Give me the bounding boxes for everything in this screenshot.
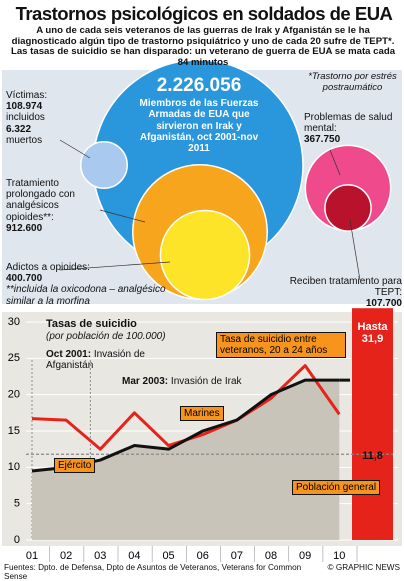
opioid-value: 912.600 [6, 222, 43, 234]
y-tick-label: 15 [8, 425, 20, 437]
x-tick-label: 02 [60, 550, 72, 562]
x-tick-label: 06 [197, 550, 209, 562]
annotation: Oct 2001: Invasión de Afganistán [46, 349, 146, 371]
legend-label: Marines [180, 406, 224, 421]
footnote: **incluida la oxicodona – analgésico sim… [6, 284, 166, 307]
x-tick-label: 09 [299, 550, 311, 562]
victims-label: Víctimas: [6, 90, 48, 101]
ptsd-value: 107.700 [365, 298, 402, 310]
mental-block: Problemas de salud mental: 367.750 [304, 112, 400, 146]
x-tick-label: 05 [162, 550, 174, 562]
veterans-value: Hasta 31,9 [352, 321, 393, 346]
deaths-suffix: muertos [6, 134, 43, 146]
victims-value: 108.974 [6, 101, 43, 113]
reference-value: 11,8 [362, 450, 383, 462]
x-tick-label: 08 [265, 550, 277, 562]
x-tick-label: 03 [94, 550, 106, 562]
x-tick-label: 07 [231, 550, 243, 562]
deaths-value: 6.322 [6, 123, 32, 135]
opioid-label: Tratamiento prolongado con analgésicos o… [6, 178, 75, 223]
bubbles [80, 59, 392, 301]
bubble [159, 209, 251, 301]
x-tick-label: 01 [26, 550, 38, 562]
veterans-bar [352, 308, 393, 540]
annotation-text: Invasión de Irak [170, 376, 242, 387]
x-tick-label: 10 [333, 550, 345, 562]
bubble [324, 184, 372, 232]
y-tick-label: 20 [8, 389, 20, 401]
total-value: 2.226.056 [156, 75, 242, 96]
y-tick-label: 5 [14, 498, 20, 510]
chart-title: Tasas de suicidio [46, 318, 137, 330]
opioid-block: Tratamiento prolongado con analgésicos o… [6, 178, 102, 234]
y-tick-label: 30 [8, 316, 20, 328]
leader-line [59, 139, 91, 159]
bubble [80, 141, 128, 189]
veterans-value-label: 31,9 [361, 333, 384, 346]
y-tick-label: 0 [14, 534, 20, 546]
addict-value: 400.700 [6, 273, 43, 285]
legend-label: Ejército [54, 458, 96, 473]
mental-value: 367.750 [304, 134, 341, 146]
legend-label: Población general [292, 480, 381, 495]
annotation-text: Invasión de Afganistán [46, 349, 145, 372]
total-block: 2.226.056 Miembros de las Fuerzas Armada… [128, 75, 270, 154]
chart-subtitle: (por población de 100.000) [46, 331, 166, 342]
ptsd-label: Reciben tratamiento para TEPT: [289, 276, 402, 299]
leader-line [99, 209, 146, 223]
annotation-date: Oct 2001: [46, 349, 92, 360]
title: Trastornos psicológicos en soldados de E… [15, 3, 393, 24]
leader-line [349, 219, 361, 281]
y-tick-label: 10 [8, 461, 20, 473]
addict-block: Adictos a opioides: 400.700 **incluida l… [6, 262, 196, 307]
intro: A uno de cada seis veteranos de las guer… [10, 25, 396, 69]
mental-label: Problemas de salud mental: [304, 112, 393, 135]
source: Fuentes: Dpto. de Defensa, Dpto de Asunt… [4, 563, 302, 581]
victims-block: Víctimas: 108.974 incluidos 6.322 muerto… [6, 90, 66, 146]
total-label: Miembros de las Fuerzas Armadas de EUA q… [139, 98, 259, 155]
ptsd-block: Reciben tratamiento para TEPT: 107.700 [262, 276, 402, 310]
veterans-label: Tasa de suicidio entre veteranos, 20 a 2… [216, 332, 346, 358]
leader-line [59, 261, 171, 271]
army-area [32, 380, 340, 540]
credit: © GRAPHIC NEWS [327, 563, 400, 572]
y-tick-label: 25 [8, 352, 20, 364]
annotation-date: Mar 2003: [122, 376, 169, 387]
note: *Trastorno por estrés postraumático [308, 71, 397, 93]
addict-label: Adictos a opioides: [6, 262, 90, 273]
leader-line [329, 149, 341, 176]
veterans-prefix: Hasta [357, 321, 388, 333]
annotation: Mar 2003: Invasión de Irak [122, 376, 282, 387]
x-tick-label: 04 [128, 550, 140, 562]
victims-detail: incluidos [6, 112, 45, 124]
